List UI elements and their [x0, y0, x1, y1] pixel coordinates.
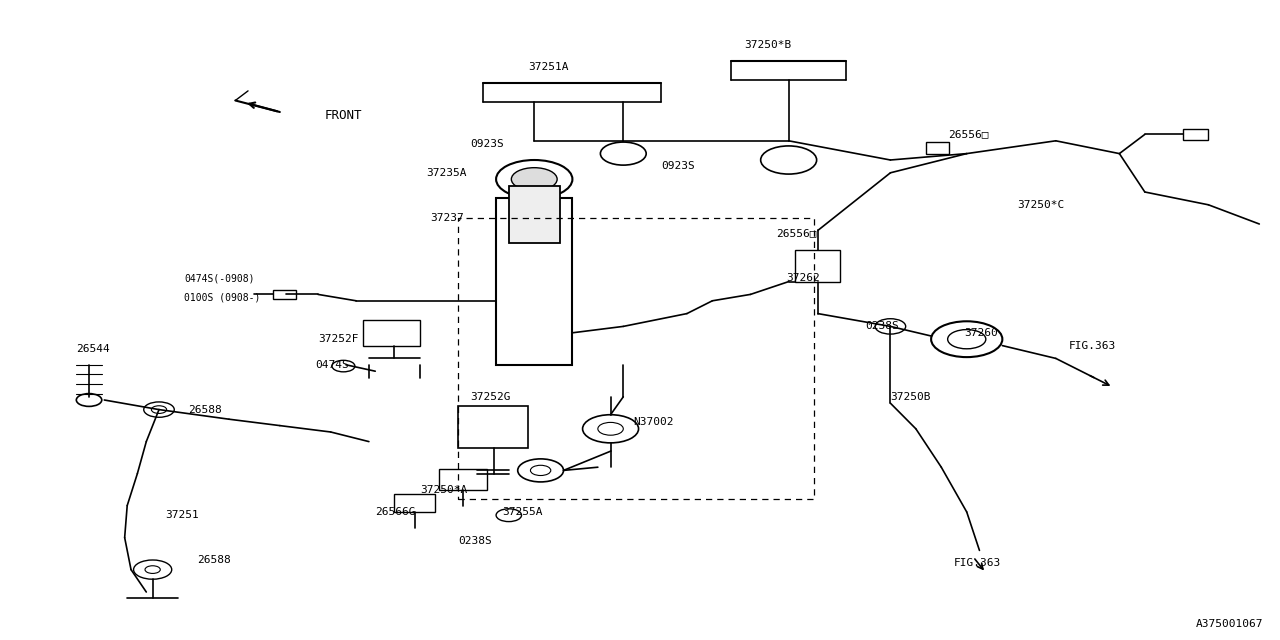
Text: 0100S (0908-): 0100S (0908-) — [184, 292, 261, 303]
Text: A375001067: A375001067 — [1196, 619, 1263, 629]
Bar — [439, 469, 488, 490]
Text: 37260: 37260 — [964, 328, 998, 338]
Text: FIG.363: FIG.363 — [1069, 340, 1116, 351]
Text: 37250B: 37250B — [891, 392, 931, 402]
Text: 37250*B: 37250*B — [744, 40, 791, 50]
Bar — [394, 494, 435, 512]
Bar — [509, 186, 559, 243]
Text: 37262: 37262 — [786, 273, 820, 284]
Text: 0238S: 0238S — [458, 536, 492, 546]
Circle shape — [530, 465, 550, 476]
Text: 37252F: 37252F — [317, 334, 358, 344]
Circle shape — [145, 566, 160, 573]
Circle shape — [497, 160, 572, 198]
Text: 0238S: 0238S — [865, 321, 899, 332]
Circle shape — [517, 459, 563, 482]
Bar — [795, 250, 840, 282]
Circle shape — [77, 394, 102, 406]
Text: 26544: 26544 — [77, 344, 110, 354]
Circle shape — [511, 168, 557, 191]
Circle shape — [947, 330, 986, 349]
Circle shape — [598, 422, 623, 435]
Bar — [458, 406, 527, 448]
Text: 26588: 26588 — [197, 555, 230, 565]
Circle shape — [760, 146, 817, 174]
Text: 37237: 37237 — [430, 212, 463, 223]
Text: 26566G: 26566G — [375, 507, 416, 517]
Circle shape — [143, 402, 174, 417]
Text: N37002: N37002 — [634, 417, 675, 428]
Bar — [925, 142, 948, 154]
Circle shape — [151, 406, 166, 413]
Bar — [1183, 129, 1208, 140]
Circle shape — [497, 509, 521, 522]
Text: 37251: 37251 — [165, 510, 200, 520]
Text: 37251A: 37251A — [527, 62, 568, 72]
Text: 0474S(-0908): 0474S(-0908) — [184, 273, 255, 284]
Text: 26556□: 26556□ — [776, 228, 817, 239]
Circle shape — [133, 560, 172, 579]
Bar — [274, 290, 297, 299]
Text: 0923S: 0923S — [662, 161, 695, 172]
Circle shape — [582, 415, 639, 443]
Bar — [497, 198, 572, 365]
Text: 0474S: 0474S — [315, 360, 349, 370]
Circle shape — [876, 319, 906, 334]
Text: 37250*C: 37250*C — [1018, 200, 1065, 210]
Text: FRONT: FRONT — [324, 109, 362, 122]
Circle shape — [600, 142, 646, 165]
Text: FIG.363: FIG.363 — [954, 558, 1001, 568]
Circle shape — [931, 321, 1002, 357]
Bar — [362, 320, 420, 346]
Text: 37235A: 37235A — [426, 168, 467, 178]
Text: 37250*A: 37250*A — [420, 484, 467, 495]
Text: 37255A: 37255A — [503, 507, 543, 517]
Text: 37252G: 37252G — [471, 392, 511, 402]
Text: 0923S: 0923S — [471, 139, 504, 149]
Text: 26556□: 26556□ — [947, 129, 988, 140]
Circle shape — [332, 360, 355, 372]
Text: 26588: 26588 — [188, 404, 221, 415]
